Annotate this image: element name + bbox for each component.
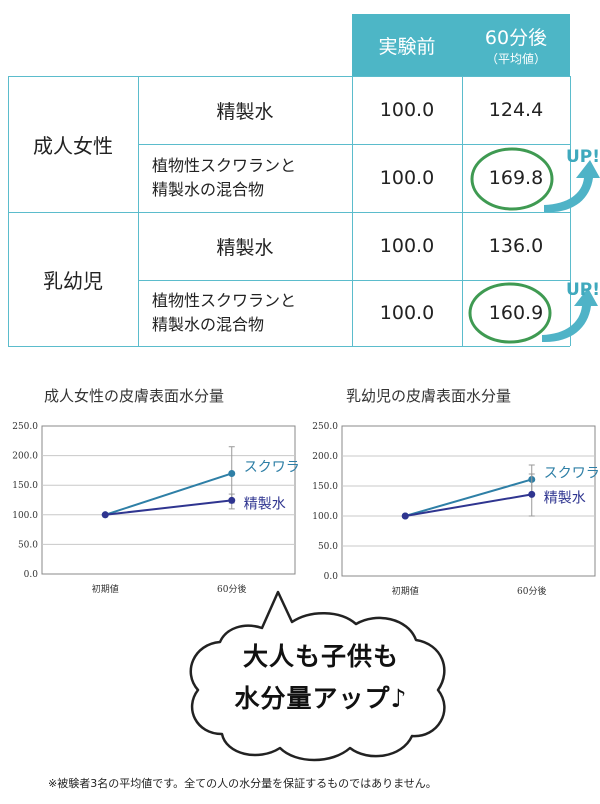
- x-tick-label: 初期値: [92, 583, 119, 595]
- up-label: UP!: [566, 147, 600, 167]
- data-point: [228, 496, 236, 504]
- y-tick-label: 100.0: [12, 511, 38, 521]
- value-after-highlighted: 160.9: [488, 302, 544, 324]
- highlight-overlay: [468, 147, 600, 344]
- up-arrow-icon: [542, 288, 598, 343]
- header-before: 実験前: [352, 14, 462, 76]
- series-line: [404, 478, 533, 517]
- y-tick-label: 50.0: [318, 542, 338, 552]
- header-after: 60分後 （平均値）: [462, 14, 570, 76]
- y-tick-label: 150.0: [12, 481, 38, 491]
- series-label: 精製水: [244, 496, 286, 512]
- bubble-text: 大人も子供も 水分量アップ♪: [234, 642, 408, 713]
- y-tick-label: 100.0: [312, 512, 338, 522]
- y-tick-label: 200.0: [12, 452, 38, 462]
- x-tick-label: 初期値: [392, 585, 419, 597]
- x-tick-label: 60分後: [517, 585, 546, 597]
- x-tick-label: 60分後: [217, 583, 246, 595]
- highlight-circle: [470, 147, 554, 211]
- y-tick-label: 0.0: [24, 570, 39, 580]
- row-label: 精製水: [216, 100, 274, 123]
- up-label: UP!: [566, 280, 600, 300]
- value-before: 100.0: [379, 302, 435, 324]
- speech-bubble: [189, 590, 446, 762]
- value-after: 136.0: [488, 235, 544, 257]
- value-before: 100.0: [379, 99, 435, 121]
- y-tick-label: 50.0: [18, 540, 38, 550]
- value-before: 100.0: [379, 167, 435, 189]
- plot-area: [341, 425, 596, 577]
- plot-area: [41, 425, 296, 575]
- series-label: スクワラン: [244, 459, 300, 475]
- series-label: スクワラン: [544, 465, 600, 481]
- group-label: 成人女性: [33, 133, 113, 158]
- value-after: 124.4: [488, 99, 544, 121]
- data-point: [228, 469, 236, 477]
- chart-infants: 250.0 200.0 150.0 100.0 50.0 0.0 初期値 60分後 スクワラン精…: [312, 422, 600, 597]
- footnote: ※被験者3名の平均値です。全ての人の水分量を保証するものではありません。: [48, 777, 437, 790]
- value-before: 100.0: [379, 235, 435, 257]
- group-label: 乳幼児: [43, 268, 103, 293]
- y-tick-label: 150.0: [312, 482, 338, 492]
- data-point: [528, 490, 536, 498]
- series-line: [104, 472, 233, 516]
- chart-title: 成人女性の皮膚表面水分量: [44, 387, 225, 405]
- row-label: 植物性スクワランと 精製水の混合物: [152, 291, 297, 334]
- series-line: [405, 493, 532, 517]
- series-line: [105, 499, 232, 516]
- chart-title: 乳幼児の皮膚表面水分量: [346, 387, 512, 405]
- row-label: 植物性スクワランと 精製水の混合物: [152, 156, 297, 199]
- y-tick-label: 0.0: [324, 572, 339, 582]
- data-point: [101, 511, 109, 519]
- y-tick-label: 250.0: [12, 422, 38, 432]
- data-point: [401, 512, 409, 520]
- chart-adult-women: 250.0 200.0 150.0 100.0 50.0 0.0 初期値 60分後 スクワラン精…: [12, 422, 300, 595]
- y-tick-label: 200.0: [312, 452, 338, 462]
- value-after-highlighted: 169.8: [488, 167, 544, 189]
- series-label: 精製水: [544, 490, 586, 506]
- highlight-circle: [468, 282, 552, 344]
- up-arrow-icon: [544, 160, 600, 213]
- row-label: 精製水: [216, 236, 274, 259]
- y-tick-label: 250.0: [312, 422, 338, 432]
